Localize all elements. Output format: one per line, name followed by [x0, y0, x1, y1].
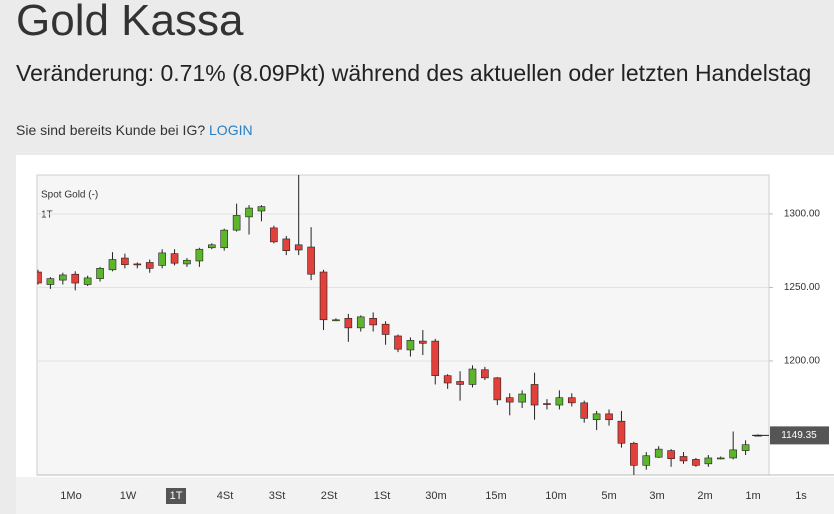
candle-body: [518, 393, 526, 403]
range-selected-bg: [166, 488, 186, 504]
candle-body: [170, 253, 179, 264]
candle-body: [530, 384, 539, 406]
candle-body: [630, 442, 638, 466]
candle-body: [654, 448, 663, 458]
candle-body: [605, 413, 613, 421]
range-button[interactable]: 1s: [795, 490, 807, 502]
candle-body: [667, 450, 675, 459]
range-button[interactable]: 2St: [321, 490, 338, 502]
candle-body: [37, 271, 42, 284]
chart-title: Spot Gold (-): [41, 190, 98, 201]
range-button[interactable]: 3m: [649, 490, 664, 502]
candle-body: [207, 244, 216, 249]
candle-body: [567, 397, 576, 404]
candle-body: [592, 413, 601, 421]
candle-body: [468, 368, 477, 385]
page-title: Gold Kassa: [16, 0, 244, 45]
range-button[interactable]: 1T: [170, 490, 183, 502]
range-button[interactable]: 1W: [120, 490, 137, 502]
candle-body: [96, 268, 104, 279]
candle-body: [270, 227, 278, 243]
candle-body: [282, 238, 291, 251]
candle-body: [543, 403, 551, 405]
candle-body: [419, 340, 427, 344]
range-bar: [16, 477, 834, 514]
candle-body: [704, 457, 713, 465]
candle-body: [59, 274, 67, 281]
candle-body: [642, 455, 651, 466]
range-button[interactable]: 15m: [485, 490, 506, 502]
plot-area: [36, 174, 770, 476]
range-button[interactable]: 30m: [425, 490, 446, 502]
candle-body: [729, 449, 737, 459]
candle-body: [741, 444, 750, 451]
candle-body: [220, 229, 229, 249]
candle-body: [307, 246, 315, 275]
candle-body: [580, 402, 589, 419]
candle-body: [294, 244, 303, 251]
candle-body: [617, 420, 626, 444]
candle-body: [505, 397, 514, 403]
candle-body: [406, 340, 415, 351]
y-tick-label: 1300.00: [784, 209, 821, 220]
candle-body: [46, 278, 55, 285]
candle-body: [183, 259, 191, 265]
range-button[interactable]: 3St: [269, 490, 286, 502]
candle-body: [121, 257, 129, 265]
login-line: Sie sind bereits Kunde bei IG? LOGIN: [16, 122, 253, 138]
login-prompt: Sie sind bereits Kunde bei IG?: [16, 122, 206, 138]
candle-body: [443, 375, 452, 384]
candle-body: [344, 318, 353, 329]
candle-body: [71, 273, 80, 284]
last-price-label: 1149.35: [781, 430, 817, 441]
candle-body: [145, 262, 154, 269]
login-link[interactable]: LOGIN: [209, 122, 253, 138]
candle-body: [319, 271, 328, 321]
candle-body: [108, 259, 117, 271]
candle-body: [716, 457, 725, 460]
candle-body: [456, 381, 464, 385]
range-button[interactable]: 10m: [545, 490, 566, 502]
candle-body: [232, 215, 241, 231]
candle-body: [195, 248, 204, 262]
candle-body: [332, 319, 340, 322]
candle-body: [555, 397, 564, 406]
candle-body: [369, 318, 377, 326]
candle-body: [692, 459, 700, 466]
range-button[interactable]: 1m: [745, 490, 760, 502]
y-tick-label: 1250.00: [784, 282, 821, 293]
chart: Spot Gold (-) 1T 1200.00 1250.00 1300.00 11…: [16, 155, 834, 514]
candle-body: [481, 369, 489, 379]
plot: [37, 175, 769, 475]
candle-body: [257, 206, 266, 212]
range-button[interactable]: 1Mo: [60, 490, 81, 502]
candle-body: [356, 316, 365, 329]
candle-body: [431, 340, 440, 376]
candle-body: [381, 323, 390, 335]
range-button[interactable]: 2m: [697, 490, 712, 502]
y-tick-label: 1200.00: [784, 356, 821, 367]
candle-body: [679, 456, 688, 462]
candle-body: [245, 207, 253, 218]
range-button[interactable]: 5m: [601, 490, 616, 502]
candle-body: [133, 263, 142, 266]
range-button[interactable]: 4St: [217, 490, 234, 502]
candle-body: [83, 277, 92, 285]
candle-body: [158, 252, 166, 266]
range-button[interactable]: 1St: [374, 490, 391, 502]
candle-body: [394, 335, 402, 350]
change-info: Veränderung: 0.71% (8.09Pkt) während des…: [16, 60, 812, 86]
candle-body: [493, 377, 502, 401]
chart-interval: 1T: [41, 210, 53, 221]
last-price-box: [770, 426, 829, 445]
